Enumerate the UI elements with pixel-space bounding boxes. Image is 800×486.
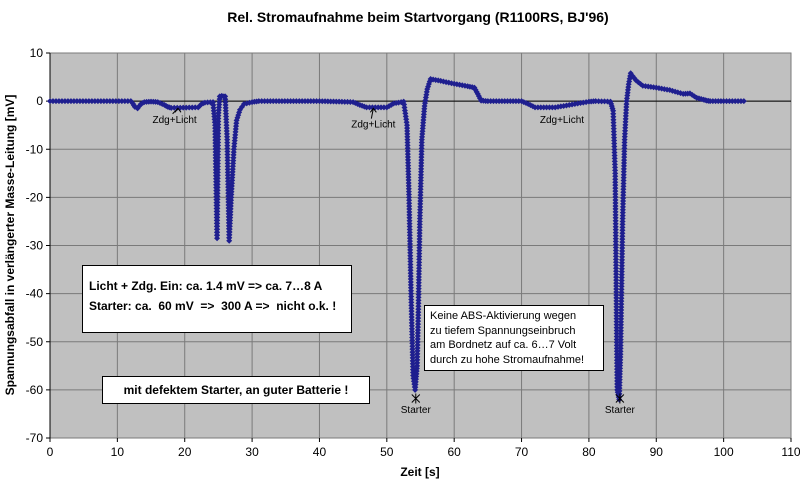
- abs-line-1: Keine ABS-Aktivierung wegen: [430, 310, 577, 322]
- y-tick-label: 10: [30, 46, 44, 60]
- starter-marker: [411, 393, 421, 404]
- x-tick-label: 0: [47, 445, 54, 459]
- starter-marker: [615, 393, 625, 404]
- annotation-label: Starter: [401, 405, 432, 416]
- y-tick-label: -40: [26, 287, 44, 301]
- x-tick-label: 10: [111, 445, 125, 459]
- y-tick-label: -20: [26, 190, 44, 204]
- annotation-label: Zdg+Licht: [540, 115, 584, 126]
- info-box-battery: mit defektem Starter, an guter Batterie …: [102, 376, 370, 404]
- annotation-label: Zdg+Licht: [153, 115, 197, 126]
- data-point: [232, 126, 239, 133]
- abs-line-2: zu tiefem Spannungseinbruch: [430, 324, 576, 337]
- y-tick-label: -70: [26, 431, 44, 445]
- chart-title: Rel. Stromaufnahme beim Startvorgang (R1…: [227, 9, 608, 25]
- annotation-arrow: [370, 108, 374, 119]
- series-line: [47, 70, 747, 403]
- abs-line-3: am Bordnetz auf ca. 6…7 Volt: [430, 339, 577, 351]
- y-axis-label: Spannungsabfall in verlängerter Masse-Le…: [3, 95, 17, 396]
- annotation-arrowhead: [174, 107, 182, 113]
- x-tick-label: 20: [178, 445, 192, 459]
- y-tick-label: -10: [26, 142, 44, 156]
- x-tick-label: 100: [714, 445, 734, 459]
- x-tick-label: 110: [781, 445, 800, 459]
- annotations: Zdg+Licht Zdg+Licht Zdg+Licht Starter Starte…: [153, 107, 636, 416]
- info-line-starter: Starter: ca. 60 mV => 300 A => nicht o.k…: [89, 299, 337, 313]
- annotation-label: Zdg+Licht: [351, 120, 395, 131]
- x-tick-label: 60: [448, 445, 462, 459]
- data-point: [740, 98, 747, 105]
- y-tick-label: 0: [36, 94, 43, 108]
- annotation-label: Starter: [605, 405, 636, 416]
- x-tick-label: 70: [515, 445, 529, 459]
- x-tick-label: 90: [650, 445, 664, 459]
- y-tick-label: -60: [26, 383, 44, 397]
- y-tick-label: -50: [26, 335, 44, 349]
- x-tick-label: 80: [582, 445, 596, 459]
- x-axis-label: Zeit [s]: [400, 465, 439, 479]
- info-box-current: Licht + Zdg. Ein: ca. 1.4 mV => ca. 7…8 …: [82, 265, 352, 333]
- info-line-light: Licht + Zdg. Ein: ca. 1.4 mV => ca. 7…8 …: [89, 279, 323, 293]
- y-axis: 10 0 -10 -20 -30 -40 -50 -60 -70: [26, 46, 51, 445]
- annotation-arrowhead: [369, 107, 377, 113]
- x-axis: 0 10 20 30 40 50 60 70 80 90 100 110: [47, 100, 800, 459]
- abs-line-4: durch zu hohe Stromaufnahme!: [430, 353, 585, 366]
- x-tick-label: 50: [380, 445, 394, 459]
- x-tick-label: 40: [313, 445, 327, 459]
- y-tick-label: -30: [26, 239, 44, 253]
- info-box-abs: Keine ABS-Aktivierung wegen zu tiefem Sp…: [424, 305, 604, 371]
- x-tick-label: 30: [245, 445, 259, 459]
